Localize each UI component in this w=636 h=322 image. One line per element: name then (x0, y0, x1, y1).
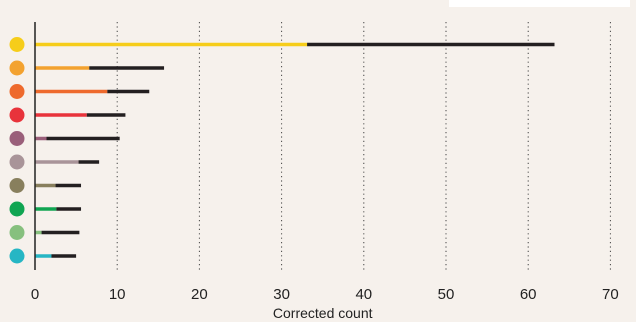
category-marker-row-9 (9, 225, 25, 240)
bar-segment-2-row-2 (89, 66, 165, 70)
bar-segment-1-row-7 (35, 183, 56, 188)
bar-segment-2-row-8 (56, 207, 82, 211)
x-tick-label-20: 20 (191, 286, 208, 303)
bar-segment-2-row-3 (107, 89, 150, 94)
bar-segment-1-row-2 (35, 66, 90, 70)
bar-segment-1-row-5 (35, 136, 47, 141)
bar-segment-2-row-6 (78, 160, 100, 164)
x-tick-label-30: 30 (273, 286, 290, 303)
bar-segment-2-row-4 (86, 113, 126, 117)
category-marker-row-1 (9, 37, 25, 52)
x-tick-label-60: 60 (520, 286, 537, 303)
x-tick-label-70: 70 (602, 286, 619, 303)
category-marker-row-2 (9, 60, 25, 76)
bar-segment-1-row-9 (35, 230, 42, 235)
bar-segment-1-row-6 (35, 160, 79, 164)
x-tick-label-50: 50 (438, 286, 455, 303)
bar-segment-2-row-1 (307, 42, 555, 47)
grid (116, 22, 611, 270)
bar-segment-1-row-3 (35, 89, 108, 94)
bar-segment-1-row-10 (35, 254, 52, 258)
bar-segment-2-row-5 (46, 136, 120, 141)
category-marker-row-8 (9, 201, 25, 217)
bar-segment-1-row-8 (35, 207, 57, 211)
bars (35, 42, 555, 258)
category-marker-row-10 (9, 248, 25, 264)
bar-segment-2-row-9 (41, 230, 80, 235)
bar-segment-2-row-7 (55, 183, 82, 188)
category-marker-row-6 (9, 154, 25, 170)
bar-segment-1-row-1 (35, 42, 308, 47)
x-axis-title: Corrected count (273, 305, 373, 321)
category-marker-row-4 (9, 107, 25, 123)
category-markers (9, 37, 25, 264)
bar-segment-2-row-10 (51, 254, 77, 258)
x-tick-label-0: 0 (31, 286, 39, 303)
bar-segment-1-row-4 (35, 113, 87, 117)
x-tick-label-40: 40 (355, 286, 372, 303)
category-marker-row-5 (9, 131, 25, 146)
x-tick-labels: 0 10 20 30 40 50 60 70 (31, 286, 619, 303)
x-tick-label-10: 10 (109, 286, 126, 303)
category-marker-row-3 (9, 84, 25, 99)
category-marker-row-7 (9, 178, 25, 193)
legend-box (449, 0, 630, 7)
